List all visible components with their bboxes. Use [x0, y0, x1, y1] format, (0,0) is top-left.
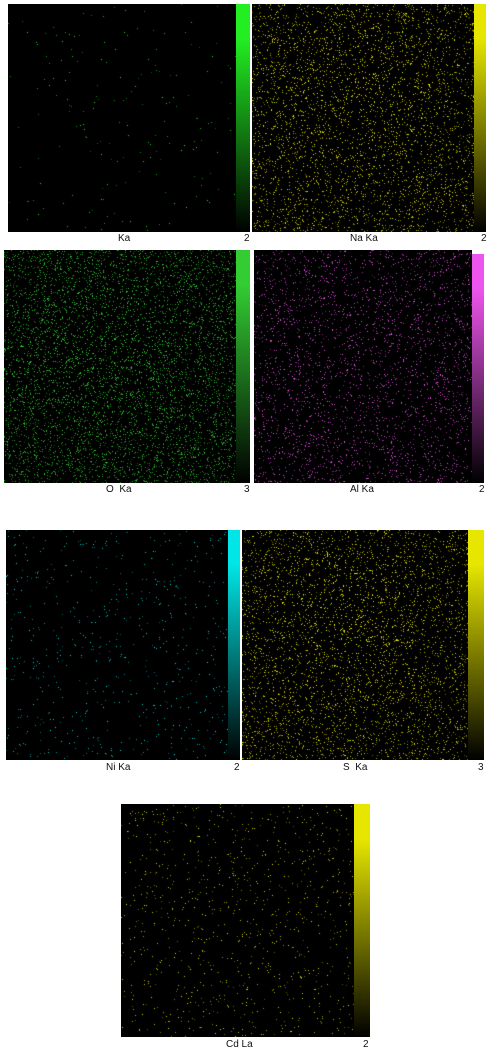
map-label-na-ka: Na Ka	[350, 233, 378, 244]
map-label-cd-la: Cd La	[226, 1039, 253, 1050]
colorbar-max-cd-la: 2	[363, 1039, 369, 1050]
element-map-na-ka	[252, 4, 474, 232]
colorbar-ni-ka	[228, 530, 240, 760]
element-map-cd-la	[121, 804, 354, 1037]
map-label-al-ka: Al Ka	[350, 484, 374, 495]
colorbar-max-ka: 2	[244, 233, 250, 244]
map-label-ni-ka: Ni Ka	[106, 762, 131, 773]
map-label-s-ka: S Ka	[343, 762, 368, 773]
colorbar-o-ka	[236, 250, 250, 483]
element-map-o-ka	[4, 250, 236, 483]
colorbar-max-al-ka: 2	[479, 484, 485, 495]
colorbar-ka	[236, 4, 250, 232]
element-map-al-ka	[254, 250, 472, 483]
colorbar-max-na-ka: 2	[481, 233, 486, 244]
colorbar-cd-la	[354, 804, 370, 1037]
colorbar-max-s-ka: 3	[478, 762, 484, 773]
element-map-ka	[8, 4, 236, 232]
colorbar-max-ni-ka: 2	[234, 762, 240, 773]
colorbar-max-o-ka: 3	[244, 484, 250, 495]
map-label-ka: Ka	[118, 233, 131, 244]
colorbar-al-ka	[472, 254, 484, 483]
colorbar-s-ka	[468, 530, 484, 760]
colorbar-na-ka	[474, 4, 486, 232]
map-label-o-ka: O Ka	[106, 484, 132, 495]
element-map-ni-ka	[6, 530, 228, 760]
element-map-s-ka	[242, 530, 468, 760]
